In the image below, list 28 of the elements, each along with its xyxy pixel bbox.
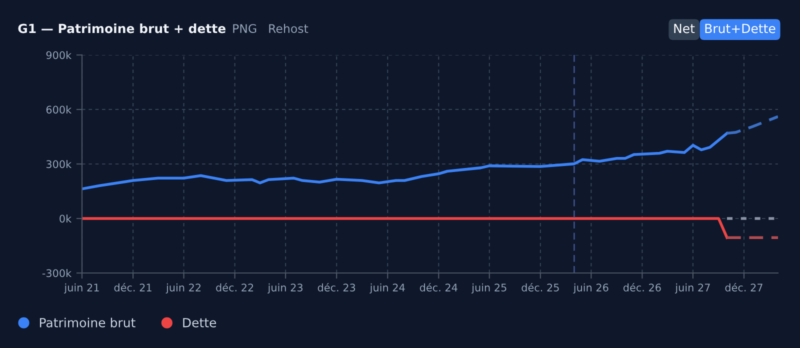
x-tick-label: déc. 27 [725,283,762,292]
x-tick-label: déc. 26 [623,283,661,292]
x-tick-label: déc. 22 [216,283,254,292]
text: Rehost [269,24,308,34]
y-tick-label: 600k [46,106,72,114]
text: Brut+Dette [705,24,776,34]
x-tick-label: juin 27 [674,283,710,294]
x-tick-label: juin 25 [471,283,506,294]
x-tick-label: déc. 23 [318,283,356,292]
y-tick-label: 300k [46,160,72,168]
x-tick-label: juin 21 [64,283,99,294]
y-tick-label: 900k [46,51,72,60]
y-tick-label: -300k [42,269,72,278]
x-tick-label: juin 26 [573,283,608,294]
line-series [726,115,778,135]
x-tick-label: déc. 21 [114,283,152,292]
y-tick-label: 0k [60,214,72,223]
text: PNG [233,24,256,34]
x-tick-label: juin 24 [370,283,405,294]
legend-label: Dette [183,318,216,328]
x-tick-label: déc. 24 [420,283,458,292]
x-tick-label: juin 22 [166,283,201,294]
text: Net [674,24,695,34]
line-series [82,132,728,190]
legend-label: Patrimoine brut [40,318,136,328]
x-tick-label: juin 23 [268,283,303,294]
chart-title: G1 — Patrimoine brut + dette [18,24,226,34]
x-tick-label: déc. 25 [522,283,559,292]
